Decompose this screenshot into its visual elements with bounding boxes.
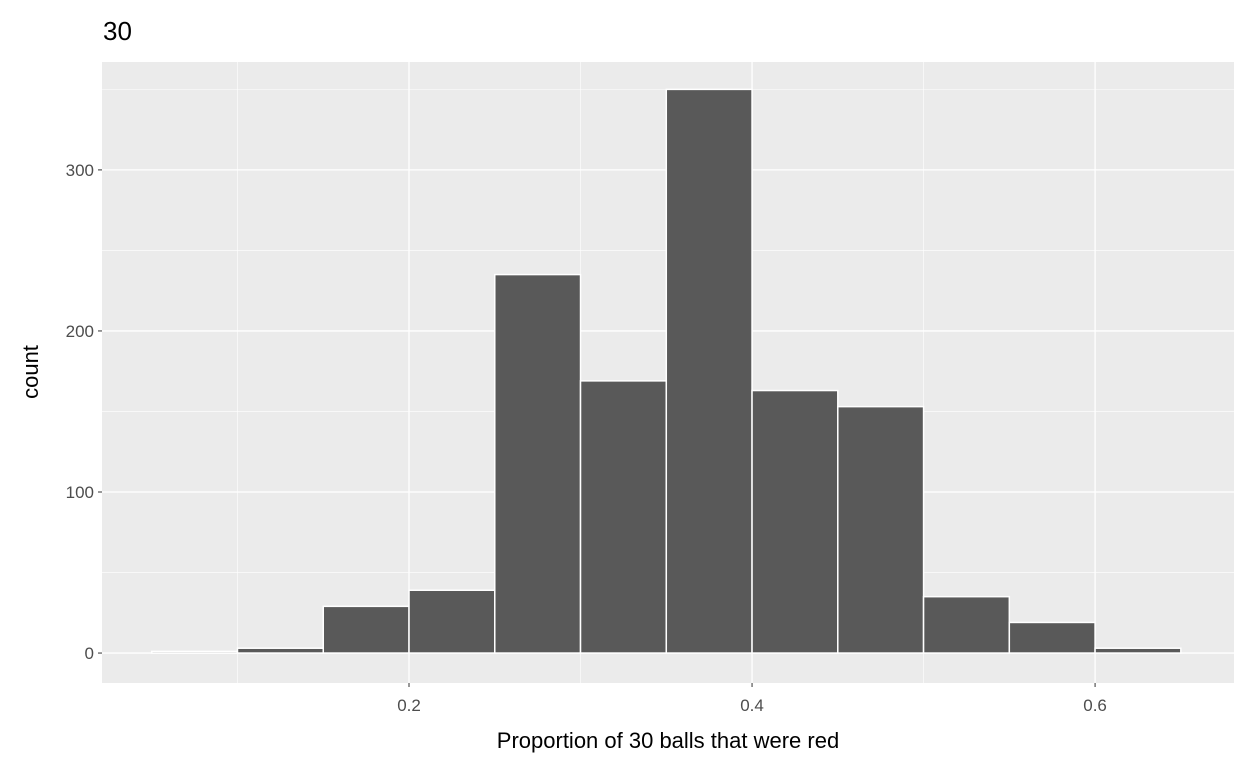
y-axis-label: count (18, 345, 43, 399)
histogram-bar (922, 595, 1011, 654)
y-tick-label: 300 (66, 161, 94, 180)
y-tick-label: 0 (85, 644, 94, 663)
x-tick-label: 0.6 (1083, 696, 1107, 715)
histogram-bar (408, 589, 496, 654)
chart-title: 30 (103, 16, 132, 46)
histogram-bar (236, 647, 325, 654)
histogram-bar (751, 389, 839, 654)
y-tick-label: 200 (66, 322, 94, 341)
histogram-bar (1094, 647, 1182, 654)
x-tick-label: 0.4 (740, 696, 764, 715)
x-axis-label: Proportion of 30 balls that were red (497, 728, 839, 753)
histogram-bar (494, 273, 582, 654)
y-axis: 0 100 200 300 (66, 161, 102, 663)
x-axis: 0.2 0.4 0.6 (397, 683, 1107, 715)
histogram-bar (579, 380, 668, 654)
histogram-bar (322, 605, 410, 654)
y-tick-label: 100 (66, 483, 94, 502)
histogram-bar (150, 650, 239, 654)
bars (150, 88, 1182, 654)
x-tick-label: 0.2 (397, 696, 421, 715)
histogram-bar (1008, 621, 1096, 654)
histogram-bar (837, 405, 925, 654)
histogram-bar (665, 88, 753, 654)
